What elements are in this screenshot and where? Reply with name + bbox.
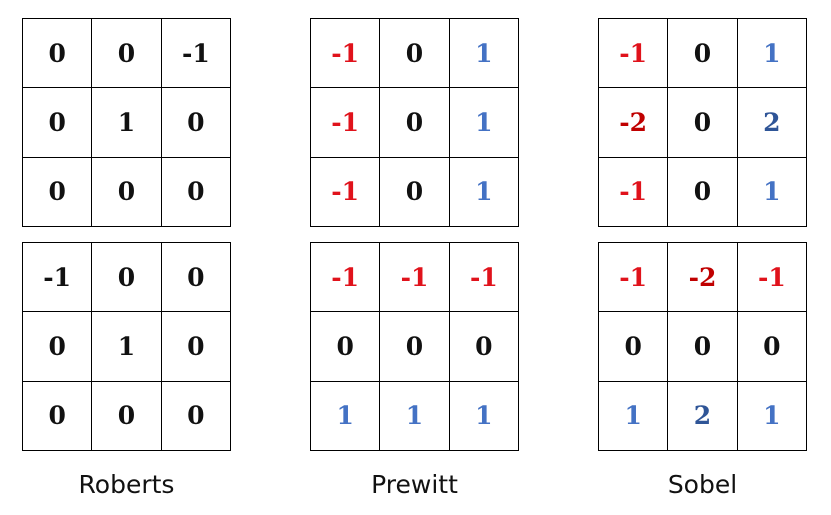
kernel-cell: 0 [92, 19, 162, 89]
kernel-cell: 1 [599, 381, 669, 451]
kernel-cell: -1 [599, 19, 669, 89]
prewitt-kernel-x: -1 0 1 -1 0 1 -1 0 1 [310, 18, 519, 227]
prewitt-caption: Prewitt [371, 470, 458, 499]
kernel-cell: -1 [449, 243, 519, 313]
kernel-cell: 0 [23, 312, 93, 382]
kernel-cell: 1 [449, 88, 519, 158]
kernel-cell: -2 [599, 88, 669, 158]
kernel-cell: 1 [737, 381, 807, 451]
kernel-cell: 0 [23, 19, 93, 89]
kernel-cell: -1 [311, 157, 381, 227]
kernel-cell: -1 [311, 19, 381, 89]
kernel-cell: 0 [380, 157, 450, 227]
kernel-cell: 0 [737, 312, 807, 382]
prewitt-kernel-y: -1 -1 -1 0 0 0 1 1 1 [310, 242, 519, 451]
sobel-kernel-y: -1 -2 -1 0 0 0 1 2 1 [598, 242, 807, 451]
kernel-cell: 0 [23, 157, 93, 227]
roberts-kernel-x: 0 0 -1 0 1 0 0 0 0 [22, 18, 231, 227]
kernel-cell: -1 [599, 243, 669, 313]
kernel-cell: 1 [449, 19, 519, 89]
kernel-cell: 2 [668, 381, 738, 451]
kernel-cell: 0 [161, 88, 231, 158]
kernel-cell: 0 [161, 312, 231, 382]
kernel-cell: 0 [23, 88, 93, 158]
kernel-cell: 0 [668, 88, 738, 158]
kernel-cell: 0 [449, 312, 519, 382]
kernel-cell: 0 [23, 381, 93, 451]
kernel-cell: 1 [449, 381, 519, 451]
kernel-cell: 0 [668, 19, 738, 89]
kernel-cell: 0 [380, 312, 450, 382]
kernel-cell: 0 [161, 381, 231, 451]
kernel-cell: -1 [161, 19, 231, 89]
kernel-cell: 1 [380, 381, 450, 451]
kernel-cell: 0 [668, 157, 738, 227]
kernel-cell: 1 [737, 157, 807, 227]
roberts-caption: Roberts [78, 470, 175, 499]
kernel-cell: 0 [92, 243, 162, 313]
kernel-cell: 0 [668, 312, 738, 382]
roberts-kernel-y: -1 0 0 0 1 0 0 0 0 [22, 242, 231, 451]
sobel-kernel-x: -1 0 1 -2 0 2 -1 0 1 [598, 18, 807, 227]
kernel-cell: 1 [92, 88, 162, 158]
kernel-cell: -2 [668, 243, 738, 313]
kernel-cell: 0 [599, 312, 669, 382]
kernel-cell: -1 [380, 243, 450, 313]
kernel-cell: 1 [449, 157, 519, 227]
kernel-cell: 0 [311, 312, 381, 382]
kernel-cell: 1 [311, 381, 381, 451]
kernel-cell: 1 [92, 312, 162, 382]
kernel-cell: -1 [311, 243, 381, 313]
kernel-cell: 0 [380, 88, 450, 158]
kernel-cell: -1 [737, 243, 807, 313]
kernel-cell: 0 [92, 381, 162, 451]
kernel-cell: -1 [599, 157, 669, 227]
kernel-cell: 0 [380, 19, 450, 89]
kernel-cell: 0 [161, 157, 231, 227]
kernel-cell: -1 [23, 243, 93, 313]
kernel-cell: 0 [92, 157, 162, 227]
kernel-cell: 1 [737, 19, 807, 89]
kernel-cell: 0 [161, 243, 231, 313]
kernel-cell: -1 [311, 88, 381, 158]
kernel-cell: 2 [737, 88, 807, 158]
sobel-caption: Sobel [667, 470, 738, 499]
